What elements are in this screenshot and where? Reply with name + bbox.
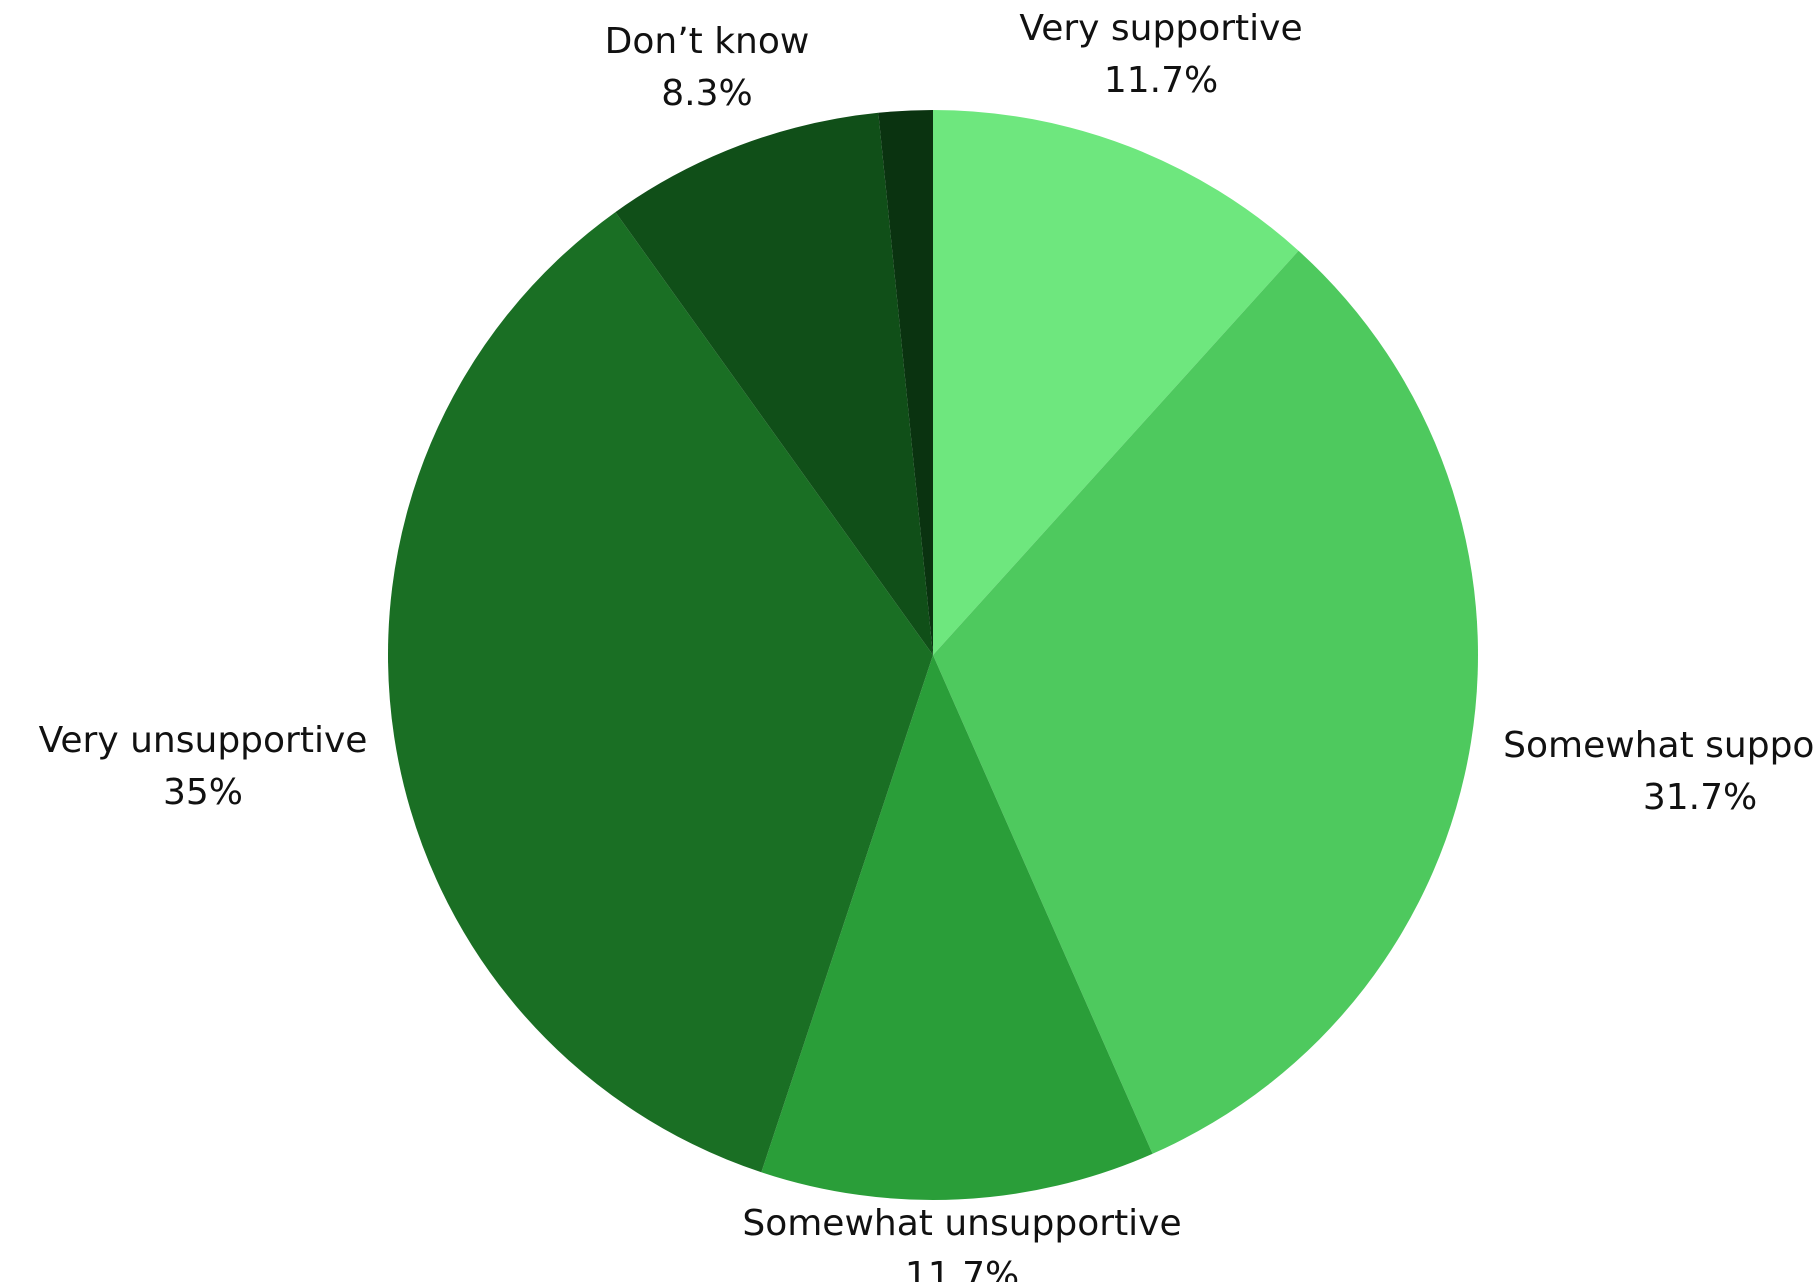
pie-slices (387, 110, 1478, 1201)
pie-slice-somewhat-supportive (933, 250, 1478, 1154)
slice-value-dont-know: 8.3% (661, 73, 752, 114)
pie-labels: Very supportive 11.7% Somewhat supportive 3… (39, 8, 1814, 1282)
pie-slice-very-supportive (933, 110, 1299, 655)
slice-label-somewhat-supportive: Somewhat supportive (1503, 725, 1814, 766)
pie-slice-very-unsupportive (387, 212, 934, 1173)
slice-label-very-unsupportive: Very unsupportive (39, 720, 368, 761)
slice-value-somewhat-supportive: 31.7% (1643, 777, 1757, 818)
pie-slice-somewhat-unsupportive (761, 655, 1153, 1201)
slice-label-very-supportive: Very supportive (1019, 8, 1302, 49)
slice-value-very-supportive: 11.7% (1104, 60, 1218, 101)
slice-label-somewhat-unsupportive: Somewhat unsupportive (742, 1203, 1181, 1244)
pie-slice-dont-know (615, 112, 933, 655)
slice-value-somewhat-unsupportive: 11.7% (905, 1255, 1019, 1282)
slice-label-dont-know: Don’t know (605, 21, 810, 62)
slice-value-very-unsupportive: 35% (163, 772, 243, 813)
pie-slice-unlabeled (878, 110, 933, 655)
